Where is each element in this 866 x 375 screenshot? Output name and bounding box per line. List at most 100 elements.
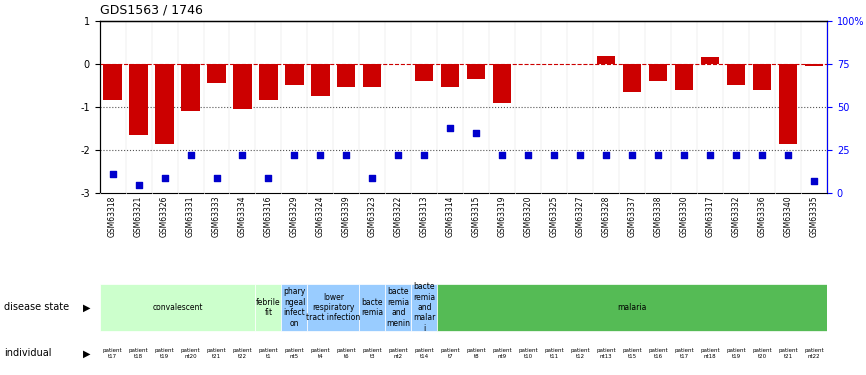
Bar — [437, 284, 827, 331]
Text: ▶: ▶ — [83, 303, 90, 312]
Bar — [285, 64, 303, 86]
Text: GSM63330: GSM63330 — [680, 196, 688, 237]
Bar — [493, 64, 511, 103]
Point — [262, 175, 275, 181]
Text: GSM63323: GSM63323 — [368, 196, 377, 237]
Point — [391, 152, 405, 158]
Text: patient
t4: patient t4 — [311, 348, 330, 359]
Text: patient
t3: patient t3 — [363, 348, 382, 359]
Point — [158, 175, 171, 181]
Bar — [415, 64, 433, 81]
Bar — [156, 64, 173, 144]
Text: GSM63320: GSM63320 — [524, 196, 533, 237]
Point — [443, 124, 457, 130]
Text: patient
nt2: patient nt2 — [389, 348, 408, 359]
Bar — [364, 64, 381, 87]
Point — [599, 152, 613, 158]
Bar — [259, 64, 277, 100]
Text: GSM63321: GSM63321 — [134, 196, 143, 237]
Bar — [805, 64, 823, 66]
Text: patient
t20: patient t20 — [753, 348, 772, 359]
Text: patient
nt20: patient nt20 — [181, 348, 200, 359]
Text: febrile
fit: febrile fit — [256, 298, 281, 317]
Text: convalescent: convalescent — [152, 303, 203, 312]
Text: patient
nt13: patient nt13 — [597, 348, 616, 359]
Bar — [129, 64, 147, 135]
Text: disease state: disease state — [4, 303, 69, 312]
Bar — [753, 64, 771, 90]
Bar — [207, 64, 225, 83]
Point — [288, 152, 301, 158]
Text: bacte
remia: bacte remia — [361, 298, 384, 317]
Text: patient
nt9: patient nt9 — [493, 348, 512, 359]
Bar — [182, 64, 199, 111]
Text: patient
t8: patient t8 — [467, 348, 486, 359]
Point — [677, 152, 691, 158]
Point — [236, 152, 249, 158]
Point — [781, 152, 795, 158]
Text: GSM63314: GSM63314 — [446, 196, 455, 237]
Bar — [307, 284, 359, 331]
Bar — [649, 64, 667, 81]
Text: phary
ngeal
infect
on: phary ngeal infect on — [283, 287, 306, 328]
Point — [547, 152, 561, 158]
Text: patient
t14: patient t14 — [415, 348, 434, 359]
Point — [807, 178, 821, 184]
Text: patient
t12: patient t12 — [571, 348, 590, 359]
Text: GSM63339: GSM63339 — [342, 196, 351, 237]
Text: patient
t19: patient t19 — [155, 348, 174, 359]
Text: patient
nt18: patient nt18 — [701, 348, 720, 359]
Bar — [411, 284, 437, 331]
Point — [651, 152, 665, 158]
Bar — [100, 284, 255, 331]
Text: malaria: malaria — [617, 303, 647, 312]
Bar — [598, 56, 615, 64]
Text: patient
t19: patient t19 — [727, 348, 746, 359]
Point — [469, 130, 483, 136]
Point — [210, 175, 223, 181]
Text: GSM63328: GSM63328 — [602, 196, 611, 237]
Text: patient
t22: patient t22 — [233, 348, 252, 359]
Bar — [234, 64, 251, 109]
Point — [417, 152, 431, 158]
Text: patient
t16: patient t16 — [649, 348, 668, 359]
Text: GSM63315: GSM63315 — [472, 196, 481, 237]
Bar — [337, 64, 355, 87]
Text: GDS1563 / 1746: GDS1563 / 1746 — [100, 4, 203, 17]
Text: patient
nt22: patient nt22 — [805, 348, 824, 359]
Text: patient
t15: patient t15 — [623, 348, 642, 359]
Text: bacte
remia
and
menin: bacte remia and menin — [386, 287, 410, 328]
Bar — [727, 64, 745, 86]
Bar — [623, 64, 641, 92]
Text: GSM63337: GSM63337 — [628, 196, 637, 237]
Bar — [255, 284, 281, 331]
Bar — [281, 284, 307, 331]
Bar — [701, 57, 719, 64]
Point — [755, 152, 769, 158]
Text: patient
t18: patient t18 — [129, 348, 148, 359]
Bar — [467, 64, 485, 79]
Text: GSM63340: GSM63340 — [784, 196, 792, 237]
Text: ▶: ▶ — [83, 348, 90, 358]
Text: GSM63327: GSM63327 — [576, 196, 585, 237]
Point — [703, 152, 717, 158]
Text: GSM63325: GSM63325 — [550, 196, 559, 237]
Text: GSM63334: GSM63334 — [238, 196, 247, 237]
Text: patient
t7: patient t7 — [441, 348, 460, 359]
Bar — [312, 64, 329, 96]
Text: GSM63335: GSM63335 — [810, 196, 818, 237]
Text: bacte
remia
and
malar
i: bacte remia and malar i — [413, 282, 436, 333]
Text: GSM63313: GSM63313 — [420, 196, 429, 237]
Point — [184, 152, 197, 158]
Text: GSM63333: GSM63333 — [212, 196, 221, 237]
Point — [573, 152, 587, 158]
Text: patient
nt5: patient nt5 — [285, 348, 304, 359]
Text: patient
t17: patient t17 — [675, 348, 694, 359]
Bar — [104, 64, 121, 100]
Text: GSM63331: GSM63331 — [186, 196, 195, 237]
Point — [106, 171, 120, 177]
Text: GSM63329: GSM63329 — [290, 196, 299, 237]
Text: GSM63322: GSM63322 — [394, 196, 403, 237]
Text: GSM63319: GSM63319 — [498, 196, 507, 237]
Text: GSM63332: GSM63332 — [732, 196, 740, 237]
